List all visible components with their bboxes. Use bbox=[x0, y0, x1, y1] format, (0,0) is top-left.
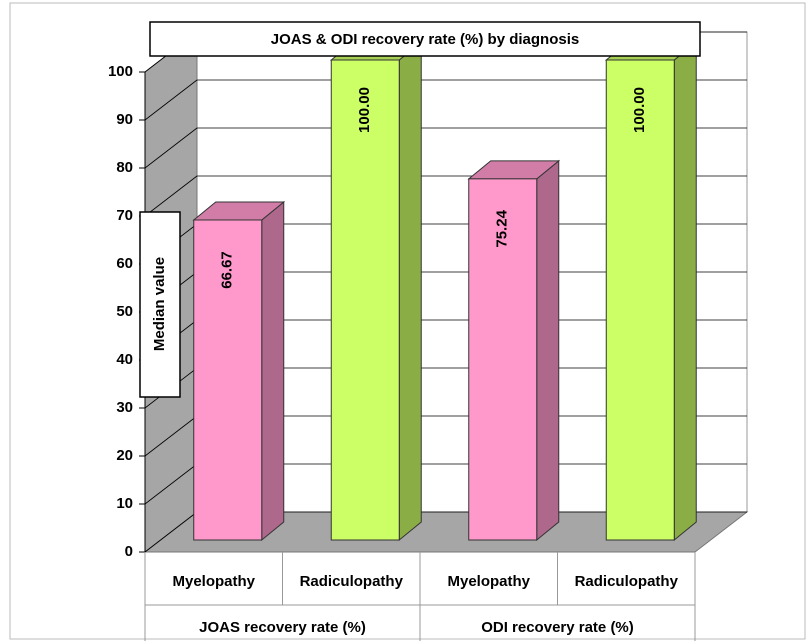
y-axis-label: Median value bbox=[151, 257, 168, 351]
y-tick-label: 0 bbox=[125, 543, 133, 560]
data-label: 66.67 bbox=[219, 251, 236, 289]
grid-line bbox=[144, 463, 198, 505]
data-label: 75.24 bbox=[494, 209, 511, 247]
x-tick-label: Radiculopathy bbox=[575, 573, 679, 590]
y-tick-label: 50 bbox=[116, 303, 133, 320]
y-label-box bbox=[139, 211, 181, 398]
grid-line bbox=[144, 79, 198, 121]
data-label: 100.00 bbox=[631, 87, 648, 133]
y-tick-label: 20 bbox=[116, 447, 133, 464]
y-tick-label: 100 bbox=[108, 63, 133, 80]
y-tick-label: 90 bbox=[116, 111, 133, 128]
y-tick-label: 30 bbox=[116, 399, 133, 416]
x-tick-label: Myelopathy bbox=[447, 573, 530, 590]
y-tick-label: 10 bbox=[116, 495, 133, 512]
title-box bbox=[149, 21, 701, 57]
x-tick-label: Radiculopathy bbox=[300, 573, 404, 590]
grid-line bbox=[144, 415, 198, 457]
data-label: 100.00 bbox=[356, 87, 373, 133]
chart-title: JOAS & ODI recovery rate (%) by diagnosi… bbox=[271, 31, 579, 48]
bar-side bbox=[673, 40, 697, 542]
bar bbox=[605, 59, 675, 541]
bar-side bbox=[536, 159, 560, 542]
group-label: JOAS recovery rate (%) bbox=[199, 619, 366, 636]
bar bbox=[468, 178, 538, 541]
bar bbox=[193, 219, 263, 541]
y-tick-label: 60 bbox=[116, 255, 133, 272]
bar-side bbox=[398, 40, 422, 542]
bar bbox=[330, 59, 400, 541]
x-tick-label: Myelopathy bbox=[172, 573, 255, 590]
bar-side bbox=[261, 200, 285, 542]
grid-line bbox=[144, 511, 198, 553]
y-tick-label: 40 bbox=[116, 351, 133, 368]
group-label: ODI recovery rate (%) bbox=[481, 619, 634, 636]
y-tick-label: 80 bbox=[116, 159, 133, 176]
grid-line bbox=[144, 175, 198, 217]
y-tick-label: 70 bbox=[116, 207, 133, 224]
grid-line bbox=[144, 127, 198, 169]
